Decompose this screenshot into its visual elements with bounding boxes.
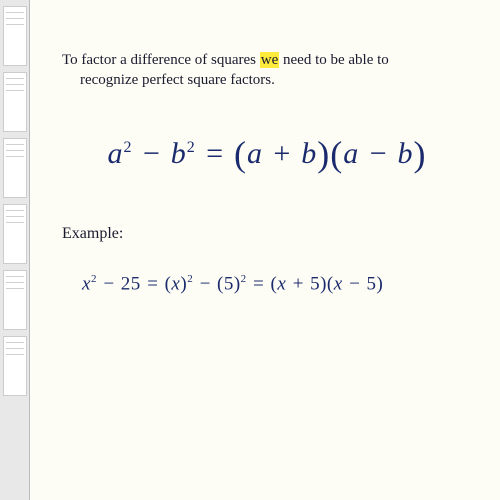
- example-heading: Example:: [62, 225, 472, 243]
- var-a: a: [343, 137, 359, 170]
- exponent: 2: [187, 273, 193, 285]
- var-x: x: [334, 273, 343, 294]
- intro-paragraph: To factor a difference of squares we nee…: [62, 50, 472, 91]
- var-b: b: [301, 137, 317, 170]
- slide-thumbnail[interactable]: [3, 138, 27, 198]
- highlight-annotation: we: [260, 52, 280, 68]
- minus-sign: −: [368, 137, 389, 170]
- minus-sign: −: [198, 273, 211, 294]
- minus-sign: −: [348, 273, 361, 294]
- number-25: 25: [121, 273, 141, 294]
- exponent: 2: [124, 139, 133, 156]
- intro-line1-pre: To factor a difference of squares: [62, 52, 260, 68]
- plus-sign: +: [292, 273, 305, 294]
- var-a: a: [247, 137, 263, 170]
- close-paren: ): [414, 134, 427, 174]
- open-paren: (: [327, 273, 334, 294]
- plus-sign: +: [272, 137, 293, 170]
- exponent: 2: [91, 273, 97, 285]
- equals-sign: =: [252, 273, 265, 294]
- minus-sign: −: [102, 273, 115, 294]
- number-5: 5: [367, 273, 377, 294]
- slide-content: To factor a difference of squares we nee…: [30, 0, 500, 500]
- number-5: 5: [310, 273, 320, 294]
- open-paren: (: [330, 134, 343, 174]
- slide-thumbnail[interactable]: [3, 72, 27, 132]
- difference-of-squares-formula: a2 − b2 = (a + b)(a − b): [62, 133, 472, 175]
- slide-thumbnail[interactable]: [3, 336, 27, 396]
- thumbnail-sidebar: [0, 0, 30, 500]
- var-b: b: [398, 137, 414, 170]
- exponent: 2: [241, 273, 247, 285]
- equals-sign: =: [204, 137, 225, 170]
- slide-thumbnail[interactable]: [3, 270, 27, 330]
- slide-thumbnail[interactable]: [3, 6, 27, 66]
- minus-sign: −: [141, 137, 162, 170]
- intro-line2: recognize perfect square factors.: [62, 72, 275, 88]
- slide-thumbnail[interactable]: [3, 204, 27, 264]
- open-paren: (: [217, 273, 224, 294]
- var-b: b: [171, 137, 187, 170]
- open-paren: (: [234, 134, 247, 174]
- number-5: 5: [224, 273, 234, 294]
- close-paren: ): [320, 273, 327, 294]
- exponent: 2: [187, 139, 196, 156]
- close-paren: ): [317, 134, 330, 174]
- example-equation: x2 − 25 = (x)2 − (5)2 = (x + 5)(x − 5): [62, 273, 472, 295]
- var-x: x: [82, 273, 91, 294]
- close-paren: ): [377, 273, 384, 294]
- close-paren: ): [234, 273, 241, 294]
- intro-line1-post: need to be able to: [279, 52, 389, 68]
- var-x: x: [277, 273, 286, 294]
- var-a: a: [108, 137, 124, 170]
- equals-sign: =: [146, 273, 159, 294]
